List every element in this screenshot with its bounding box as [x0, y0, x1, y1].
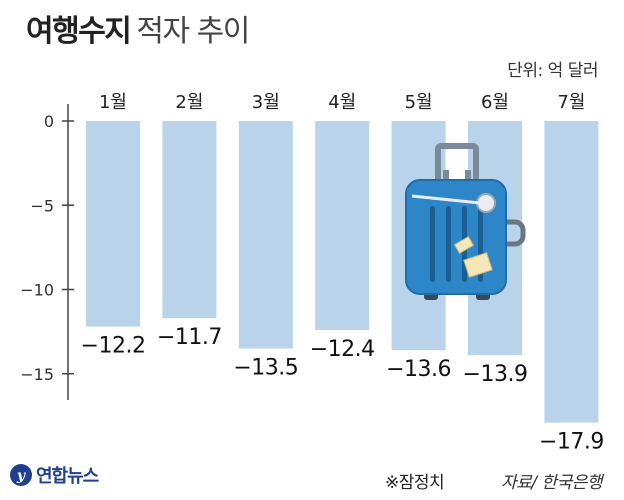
bar: [315, 121, 370, 330]
chart-title: 여행수지 적자 추이: [26, 6, 250, 50]
unit-label: 단위: 억 달러: [507, 61, 598, 81]
category-label: 4월: [328, 92, 356, 113]
value-label: −12.2: [81, 334, 146, 359]
axis-layer: 0 −5 −10 −15 1월 −12.2 2월 −11.7 3월 −13.5 4월 −12.4 5월 −…: [20, 92, 604, 455]
y-tick-label: −5: [30, 196, 54, 215]
category-label: 2월: [175, 92, 203, 113]
value-label: −13.9: [463, 362, 528, 387]
value-label: −13.6: [386, 357, 451, 382]
suitcase-icon: [405, 143, 526, 300]
svg-text:y: y: [16, 468, 26, 484]
bar: [238, 121, 293, 349]
category-label: 1월: [99, 92, 127, 113]
category-label: 7월: [557, 92, 585, 113]
source-label: 자료/ 한국은행: [501, 473, 602, 493]
bar: [162, 121, 217, 319]
value-label: −11.7: [157, 325, 222, 350]
category-label: 5월: [405, 92, 433, 113]
title-light: 적자 추이: [136, 14, 250, 49]
title-bold: 여행수지: [26, 14, 132, 49]
value-label: −17.9: [539, 430, 604, 455]
y-tick-label: −10: [20, 281, 54, 300]
logo-icon: y: [10, 464, 32, 486]
publisher-logo: y 연합뉴스: [8, 462, 99, 488]
category-label: 3월: [252, 92, 280, 113]
y-tick-label: −15: [20, 365, 54, 384]
value-label: −12.4: [310, 337, 375, 362]
y-tick-label: 0: [44, 112, 54, 131]
category-label: 6월: [481, 92, 509, 113]
bar: [86, 121, 140, 327]
value-label: −13.5: [233, 355, 298, 380]
bar: [544, 121, 599, 423]
logo-text: 연합뉴스: [36, 466, 99, 487]
provisional-note: ※잠정치: [385, 473, 445, 493]
